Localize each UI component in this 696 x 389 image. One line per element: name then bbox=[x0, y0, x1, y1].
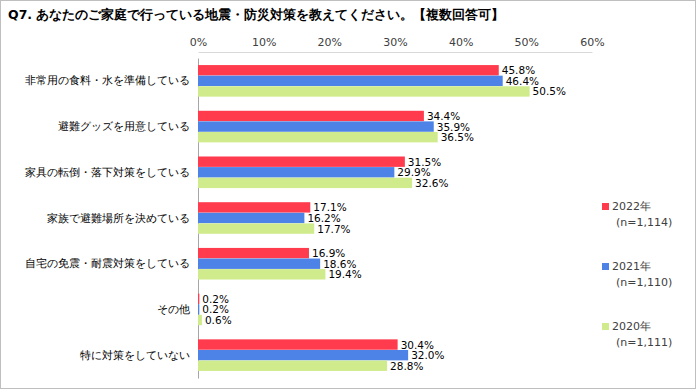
bar bbox=[198, 86, 530, 96]
bar bbox=[198, 269, 325, 279]
legend-swatch bbox=[602, 203, 609, 210]
x-tick-label: 30% bbox=[383, 36, 407, 49]
category-label: 自宅の免震・耐震対策をしている bbox=[25, 257, 190, 270]
category-label: その他 bbox=[157, 303, 190, 316]
x-tick-label: 60% bbox=[580, 36, 604, 49]
legend-swatch bbox=[602, 323, 609, 330]
y-tick: 避難グッズを用意している bbox=[58, 120, 198, 133]
data-labels: 45.8%34.4%31.5%17.1%16.9%0.2%30.4%46.4%3… bbox=[202, 64, 566, 371]
data-label: 0.6% bbox=[205, 314, 232, 326]
x-tick: 0% bbox=[190, 36, 207, 52]
category-label: 家具の転倒・落下対策をしている bbox=[25, 166, 190, 179]
chart: Q7. あなたのご家庭で行っている地震・防災対策を教えてください。【複数回答可】… bbox=[0, 0, 696, 389]
legend-label: 2020年(n=1,111) bbox=[612, 320, 672, 349]
bar bbox=[198, 121, 434, 131]
x-tick-label: 40% bbox=[449, 36, 473, 49]
x-tick: 10% bbox=[252, 36, 276, 52]
x-tick: 30% bbox=[383, 36, 407, 52]
category-label: 非常用の食料・水を準備している bbox=[25, 74, 190, 87]
bar bbox=[198, 315, 202, 325]
data-label: 28.8% bbox=[390, 360, 423, 372]
category-label: 家族で避難場所を決めている bbox=[47, 212, 190, 225]
bar bbox=[198, 202, 310, 212]
bar bbox=[198, 167, 394, 177]
bar bbox=[198, 156, 405, 166]
legend-item: 2022年(n=1,114) bbox=[602, 200, 672, 229]
x-axis-line bbox=[199, 52, 593, 53]
bars bbox=[198, 65, 530, 371]
x-tick-label: 20% bbox=[318, 36, 342, 49]
bar bbox=[198, 304, 199, 314]
legend-label: 2021年(n=1,110) bbox=[612, 260, 672, 289]
bar bbox=[198, 350, 408, 360]
bar bbox=[198, 294, 199, 304]
bar bbox=[198, 339, 398, 349]
bar bbox=[198, 259, 320, 269]
category-label: 避難グッズを用意している bbox=[58, 120, 190, 133]
data-label: 50.5% bbox=[533, 85, 566, 97]
y-tick: 家具の転倒・落下対策をしている bbox=[25, 166, 198, 179]
y-axis: 非常用の食料・水を準備している避難グッズを用意している家具の転倒・落下対策をして… bbox=[25, 59, 199, 379]
legend-label: 2022年(n=1,114) bbox=[612, 200, 672, 229]
bar bbox=[198, 213, 304, 223]
bar bbox=[198, 223, 314, 233]
title: Q7. あなたのご家庭で行っている地震・防災対策を教えてください。【複数回答可】 bbox=[8, 7, 504, 22]
legend-item: 2020年(n=1,111) bbox=[602, 320, 672, 349]
data-label: 19.4% bbox=[328, 268, 361, 280]
x-tick: 40% bbox=[449, 36, 473, 52]
bar bbox=[198, 178, 412, 188]
data-label: 32.6% bbox=[415, 177, 448, 189]
data-label: 36.5% bbox=[441, 131, 474, 143]
x-tick: 20% bbox=[318, 36, 342, 52]
bar bbox=[198, 111, 424, 121]
bar bbox=[198, 76, 503, 86]
x-tick: 50% bbox=[515, 36, 539, 52]
bar bbox=[198, 361, 387, 371]
x-tick: 60% bbox=[580, 36, 604, 52]
x-axis: 0% 10% 20% 30% 40% 50% 60% bbox=[190, 36, 605, 53]
legend-item: 2021年(n=1,110) bbox=[602, 260, 672, 289]
x-tick-label: 50% bbox=[515, 36, 539, 49]
x-tick-label: 0% bbox=[190, 36, 207, 49]
y-tick: 自宅の免震・耐震対策をしている bbox=[25, 257, 198, 270]
y-tick: 非常用の食料・水を準備している bbox=[25, 74, 198, 87]
data-label: 17.7% bbox=[317, 223, 350, 235]
x-tick-label: 10% bbox=[252, 36, 276, 49]
y-tick: 特に対策をしていない bbox=[80, 349, 198, 362]
legend-swatch bbox=[602, 263, 609, 270]
bar bbox=[198, 65, 499, 75]
y-tick: その他 bbox=[157, 303, 198, 316]
category-label: 特に対策をしていない bbox=[80, 349, 190, 362]
bar bbox=[198, 132, 438, 142]
bar bbox=[198, 248, 309, 258]
legend: 2022年(n=1,114) 2021年(n=1,110) 2020年(n=1,11… bbox=[602, 200, 672, 349]
y-tick: 家族で避難場所を決めている bbox=[47, 212, 198, 225]
frame bbox=[1, 1, 696, 389]
